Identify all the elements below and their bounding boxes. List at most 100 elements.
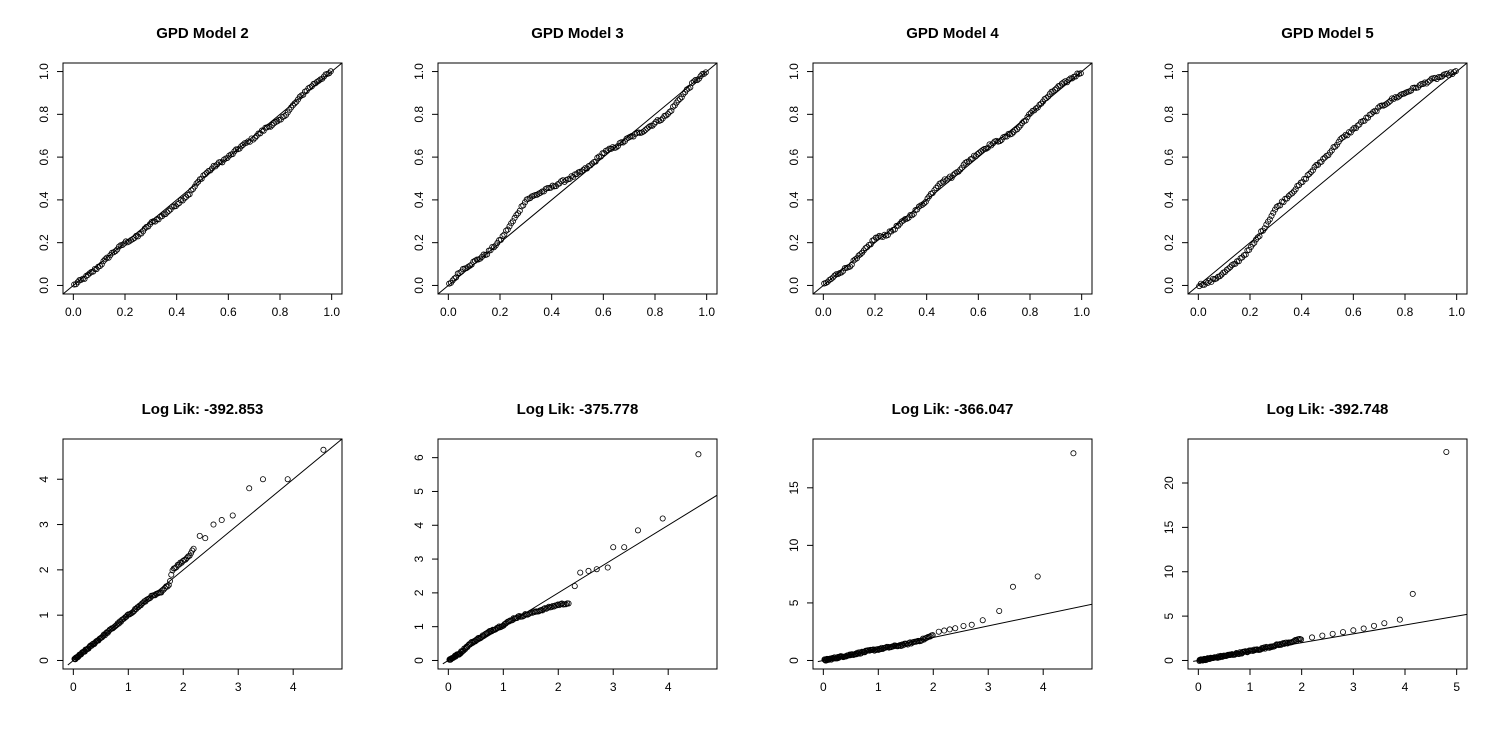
data-point [666, 108, 673, 115]
data-point [100, 258, 107, 265]
data-point [1327, 149, 1334, 156]
data-point [248, 135, 255, 142]
data-point [1292, 637, 1299, 644]
x-tick-label: 0.4 [168, 305, 185, 319]
data-point [484, 629, 491, 636]
data-point [1416, 82, 1423, 89]
y-tick-label: 3 [412, 555, 426, 562]
data-point [594, 154, 601, 161]
data-point [1349, 126, 1356, 133]
data-point [284, 476, 291, 483]
data-point [553, 602, 560, 609]
data-point [141, 225, 148, 232]
data-point [847, 263, 854, 270]
data-point [86, 270, 93, 277]
x-tick-label: 0 [70, 680, 77, 694]
data-point [484, 251, 491, 258]
data-point [190, 545, 197, 552]
data-point [692, 77, 699, 84]
data-point [1309, 167, 1316, 174]
data-point [891, 226, 898, 233]
data-point [979, 147, 986, 154]
plot-frame [1187, 62, 1468, 295]
data-point [212, 163, 219, 170]
data-point [580, 166, 587, 173]
data-point [921, 200, 928, 207]
data-point [252, 134, 259, 141]
data-point [620, 139, 627, 146]
reference-line [813, 63, 1092, 294]
panel-title: GPD Model 5 [1281, 25, 1374, 42]
y-tick-label: 0.2 [412, 234, 426, 251]
data-point [1268, 212, 1275, 219]
data-point [119, 242, 126, 249]
plot-frame [62, 62, 343, 295]
data-point [907, 639, 914, 646]
y-tick-label: 0.2 [787, 234, 801, 251]
data-point [472, 257, 479, 264]
y-tick-label: 0.4 [787, 191, 801, 208]
data-point [571, 583, 578, 590]
data-point [172, 203, 179, 210]
data-point [196, 532, 203, 539]
x-tick-label: 0 [820, 680, 827, 694]
plot-frame [62, 438, 343, 670]
data-point [1299, 178, 1306, 185]
reference-line [67, 439, 342, 666]
data-point [596, 153, 603, 160]
data-point [1452, 68, 1459, 75]
y-tick-label: 0.2 [37, 234, 51, 251]
data-point [97, 263, 104, 270]
data-point [267, 123, 274, 130]
data-point [960, 161, 967, 168]
data-point [506, 223, 513, 230]
data-point [167, 578, 174, 585]
data-point [1292, 186, 1299, 193]
data-point [604, 564, 611, 571]
x-tick-label: 0.2 [867, 305, 884, 319]
data-point [983, 145, 990, 152]
data-point [540, 605, 547, 612]
data-point [508, 220, 515, 227]
data-point [862, 245, 869, 252]
data-point [1261, 225, 1268, 232]
data-point [112, 248, 119, 255]
data-point [78, 276, 85, 283]
data-point [960, 622, 967, 629]
y-tick-label: 0 [1162, 657, 1176, 664]
data-point [915, 203, 922, 210]
data-point [186, 191, 193, 198]
data-point [181, 195, 188, 202]
data-point [270, 120, 277, 127]
data-point [315, 77, 322, 84]
data-point [838, 269, 845, 276]
data-point [1423, 80, 1430, 87]
data-point [320, 446, 327, 453]
data-point [169, 203, 176, 210]
data-point [562, 601, 569, 608]
y-tick-label: 1 [37, 612, 51, 619]
data-point [111, 623, 118, 630]
data-point [210, 521, 217, 528]
data-point [958, 164, 965, 171]
data-point [1060, 79, 1067, 86]
plot-frame [437, 438, 718, 670]
y-tick-label: 0 [412, 657, 426, 664]
y-tick-label: 15 [1162, 520, 1176, 534]
x-tick-label: 0.4 [543, 305, 560, 319]
y-tick-label: 0.6 [412, 148, 426, 165]
data-point [1420, 80, 1427, 87]
x-tick-label: 3 [235, 680, 242, 694]
panel-title: GPD Model 3 [531, 25, 624, 42]
data-point [935, 628, 942, 635]
data-point [701, 70, 708, 77]
x-tick-label: 0.6 [220, 305, 237, 319]
y-tick-label: 0.0 [787, 277, 801, 294]
data-point [884, 232, 891, 239]
data-point [1306, 170, 1313, 177]
data-point [578, 168, 585, 175]
data-point [84, 271, 91, 278]
data-point [610, 544, 617, 551]
data-point [102, 256, 109, 263]
y-tick-label: 5 [787, 599, 801, 606]
